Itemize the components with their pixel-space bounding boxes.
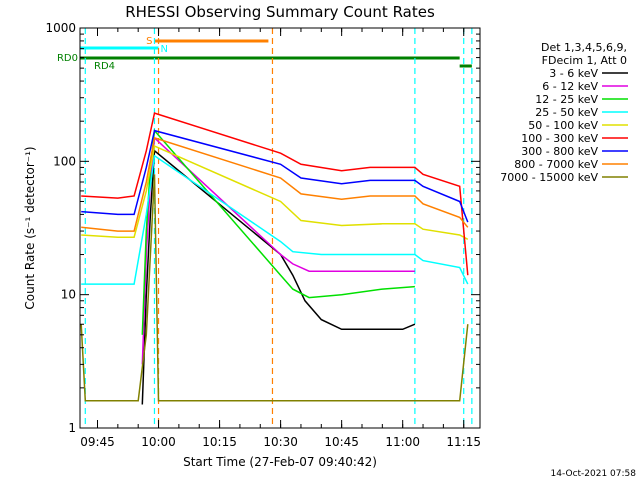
y-axis-label: Count Rate (s⁻¹ detector⁻¹) bbox=[23, 146, 37, 309]
series-line-3 bbox=[81, 154, 469, 285]
series-line-1 bbox=[141, 136, 415, 365]
flag-label-rd4: RD4 bbox=[94, 61, 115, 72]
x-axis-label: Start Time (27-Feb-07 09:40:42) bbox=[183, 455, 377, 469]
legend-label: 7000 - 15000 keV bbox=[500, 171, 598, 184]
x-tick-label: 09:45 bbox=[80, 435, 115, 449]
legend-label: 50 - 100 keV bbox=[528, 119, 598, 132]
chart-title: RHESSI Observing Summary Count Rates bbox=[125, 3, 435, 21]
flag-bars: SN RD0 RD4 bbox=[57, 36, 472, 72]
series-lines bbox=[80, 112, 469, 405]
x-tick-label: 10:15 bbox=[202, 435, 237, 449]
x-tick-label: 11:15 bbox=[446, 435, 481, 449]
series-line-4 bbox=[81, 145, 469, 240]
x-tick-label: 11:00 bbox=[385, 435, 420, 449]
series-line-5 bbox=[81, 112, 469, 276]
y-tick-label: 100 bbox=[53, 154, 76, 168]
y-tick-label: 10 bbox=[61, 288, 76, 302]
series-line-6 bbox=[81, 129, 469, 223]
legend-header-line: Det 1,3,4,5,6,9, bbox=[541, 41, 627, 54]
legend-label: 6 - 12 keV bbox=[542, 80, 598, 93]
y-tick-label: 1000 bbox=[45, 21, 76, 35]
x-tick-label: 10:45 bbox=[324, 435, 359, 449]
series-line-8 bbox=[80, 174, 469, 402]
flag-label-s: S bbox=[146, 36, 152, 47]
legend-label: 12 - 25 keV bbox=[535, 93, 598, 106]
legend-label: 100 - 300 keV bbox=[521, 132, 598, 145]
y-tick-label: 1 bbox=[68, 421, 76, 435]
x-axis: 09:45 10:00 10:15 10:30 10:45 11:00 11:15 bbox=[80, 28, 481, 449]
legend: Det 1,3,4,5,6,9,FDecim 1, Att 03 - 6 keV… bbox=[500, 41, 628, 184]
footer-timestamp: 14-Oct-2021 07:58 bbox=[551, 469, 637, 479]
legend-label: 800 - 7000 keV bbox=[514, 158, 598, 171]
legend-label: 3 - 6 keV bbox=[549, 67, 598, 80]
x-tick-label: 10:00 bbox=[141, 435, 176, 449]
series-line-2 bbox=[141, 128, 415, 335]
y-axis: 1 10 100 1000 bbox=[45, 21, 480, 435]
x-tick-label: 10:30 bbox=[263, 435, 298, 449]
flag-label-n: N bbox=[161, 44, 168, 55]
legend-header-line: FDecim 1, Att 0 bbox=[542, 54, 627, 67]
series-line-0 bbox=[141, 149, 416, 405]
flag-label-rd0: RD0 bbox=[57, 53, 78, 64]
legend-label: 25 - 50 keV bbox=[535, 106, 598, 119]
series-line-7 bbox=[81, 136, 469, 232]
legend-label: 300 - 800 keV bbox=[521, 145, 598, 158]
plot-frame bbox=[79, 27, 481, 429]
